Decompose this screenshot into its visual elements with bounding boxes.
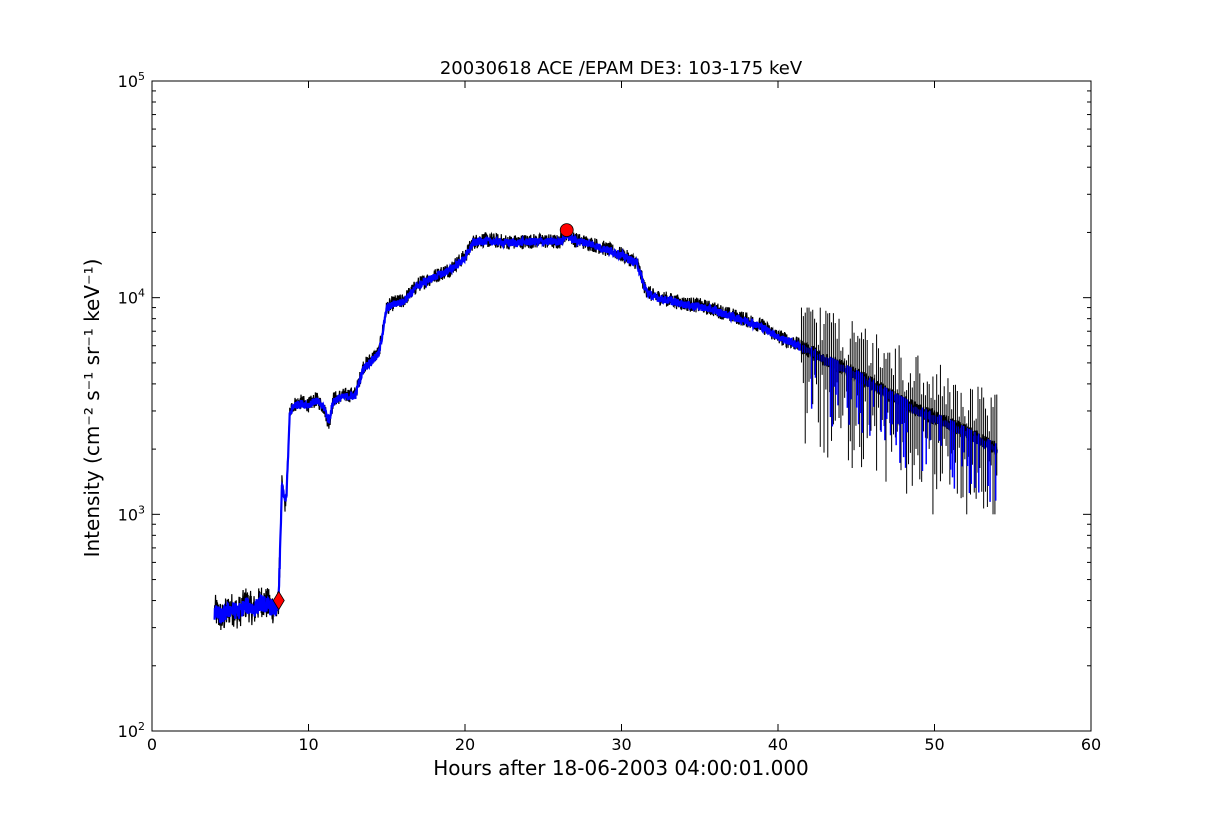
y-tick-label: 104	[118, 287, 145, 308]
plot-frame	[151, 80, 1092, 732]
x-tick-label: 30	[611, 735, 631, 754]
marker-layer	[272, 223, 574, 611]
series-line-raw	[214, 225, 998, 631]
series-layer	[213, 225, 998, 631]
series-line-smoothed	[213, 231, 998, 625]
x-tick-label: 0	[147, 735, 157, 754]
y-tick-label: 102	[118, 720, 145, 741]
y-tick-label: 105	[118, 70, 145, 91]
x-tick-label: 10	[298, 735, 318, 754]
x-tick-label: 40	[768, 735, 788, 754]
chart-title: 20030618 ACE /EPAM DE3: 103-175 keV	[440, 58, 803, 79]
y-axis-label: Intensity (cm⁻² s⁻¹ sr⁻¹ keV⁻¹)	[80, 259, 104, 558]
y-tick-label: 103	[118, 503, 145, 524]
x-tick-label: 60	[1081, 735, 1101, 754]
onset-marker	[272, 590, 285, 611]
peak-marker	[559, 223, 574, 238]
x-axis-label: Hours after 18-06-2003 04:00:01.000	[433, 756, 809, 780]
x-tick-label: 20	[455, 735, 475, 754]
x-tick-label: 50	[924, 735, 944, 754]
